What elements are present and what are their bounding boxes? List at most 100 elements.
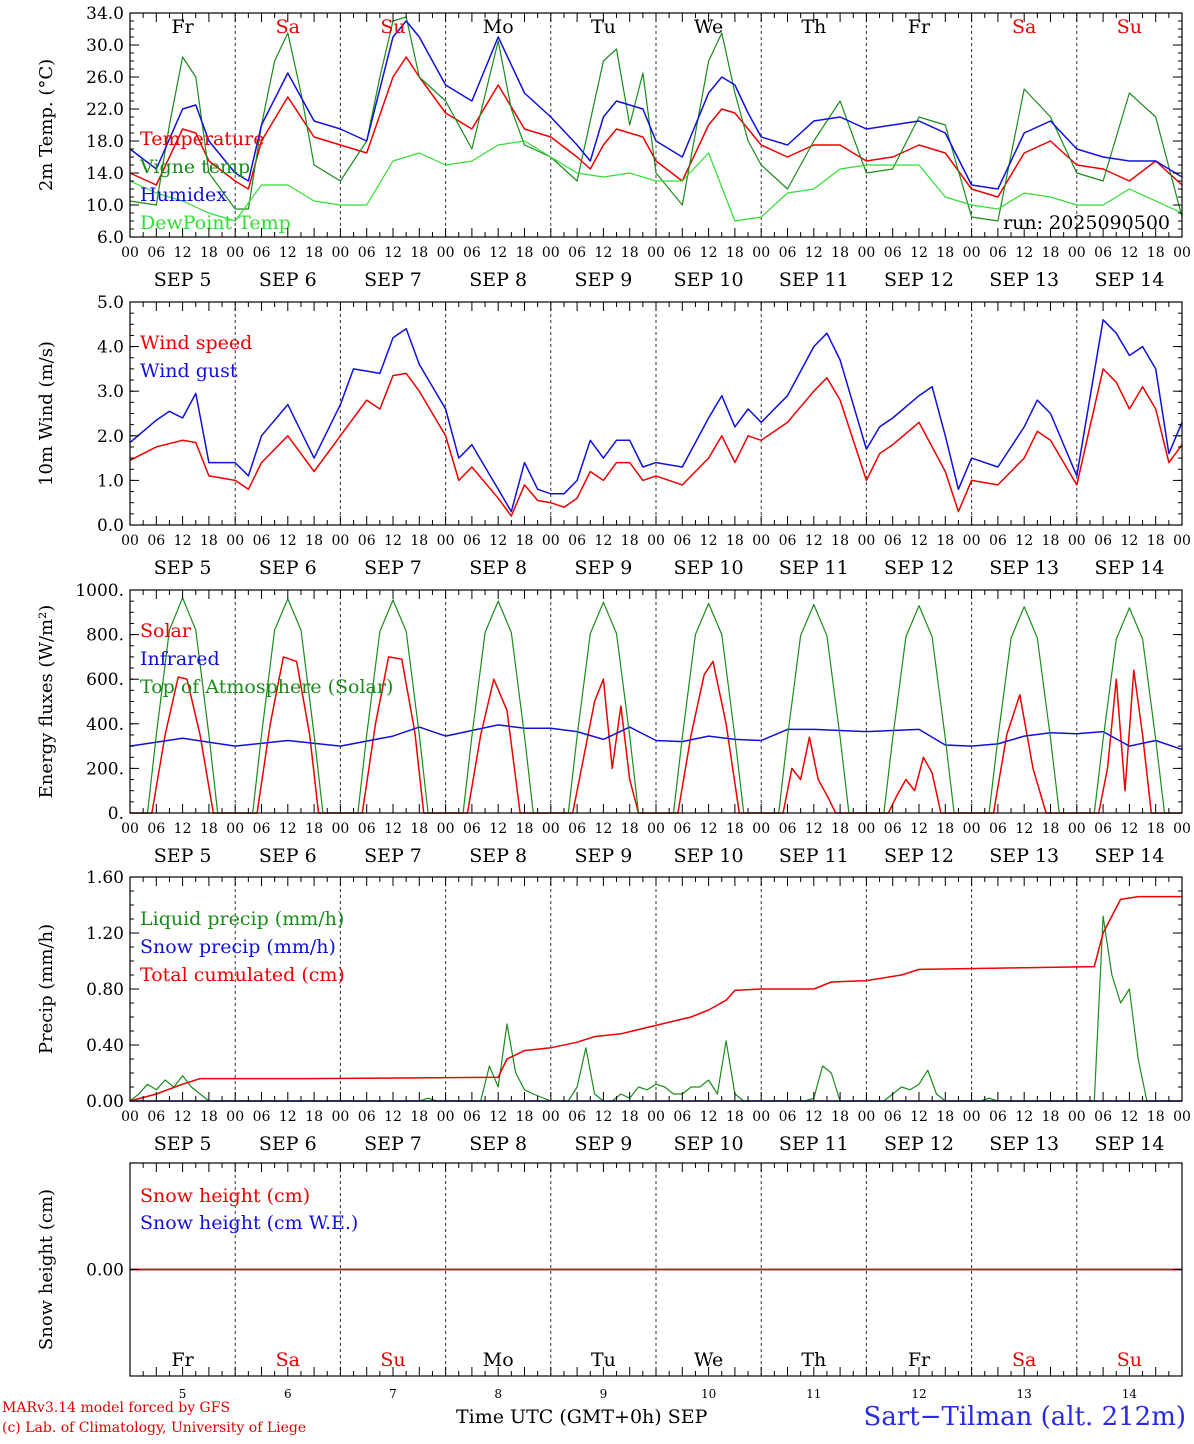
hour-tick-label: 00	[647, 533, 665, 549]
hour-tick-label: 06	[884, 821, 902, 837]
hour-tick-label: 00	[121, 245, 139, 261]
date-label: SEP 5	[154, 557, 212, 579]
hour-tick-label: 12	[174, 533, 192, 549]
date-label: SEP 14	[1094, 269, 1164, 291]
day-name: Th	[801, 16, 826, 38]
hour-tick-label: 00	[121, 533, 139, 549]
hour-tick-label: 18	[200, 533, 218, 549]
y-tick-label: 0.80	[86, 980, 124, 1000]
date-label: SEP 13	[989, 1133, 1059, 1155]
hour-tick-label: 06	[253, 1109, 271, 1125]
hour-tick-label: 12	[1015, 1109, 1033, 1125]
day-name: Tu	[591, 1349, 616, 1371]
date-label: SEP 9	[574, 269, 632, 291]
hour-tick-label: 18	[305, 821, 323, 837]
hour-tick-label: 00	[752, 821, 770, 837]
hour-tick-label: 06	[463, 821, 481, 837]
y-tick-label: 0.00	[86, 1261, 124, 1281]
series-line-2	[129, 16, 1183, 222]
hour-tick-label: 06	[358, 533, 376, 549]
y-tick-label: 4.0	[97, 338, 124, 358]
hour-tick-label: 00	[1068, 533, 1086, 549]
hour-tick-label: 00	[752, 1109, 770, 1125]
date-label: SEP 8	[469, 269, 527, 291]
y-tick-label: 6.0	[97, 228, 124, 248]
day-name: Sa	[1012, 1349, 1036, 1371]
series-line-4	[129, 140, 1183, 222]
legend-entry: Liquid precip (mm/h)	[140, 908, 344, 930]
hour-tick-label: 18	[621, 245, 639, 261]
hour-tick-label: 12	[594, 821, 612, 837]
hour-tick-label: 18	[936, 245, 954, 261]
hour-tick-label: 06	[884, 1109, 902, 1125]
date-label: SEP 12	[884, 557, 954, 579]
legend-entry: DewPoint Temp	[140, 212, 291, 234]
hour-tick-label: 12	[1120, 245, 1138, 261]
date-label: SEP 10	[674, 845, 744, 867]
hour-tick-label: 12	[700, 245, 718, 261]
hour-tick-label: 12	[805, 1109, 823, 1125]
hour-tick-label: 00	[226, 245, 244, 261]
run-label: run: 2025090500	[1003, 212, 1170, 234]
hour-tick-label: 18	[410, 821, 428, 837]
day-name: Fr	[908, 1349, 931, 1371]
hour-tick-label: 06	[358, 821, 376, 837]
panel-5: Snow height (cm) Snow height (cm W.E.) 0.0…	[36, 1162, 1183, 1401]
y-axis-label: Snow height (cm)	[36, 1189, 57, 1350]
hour-tick-label: 18	[936, 821, 954, 837]
hour-tick-label: 12	[700, 533, 718, 549]
y-axis-label: 2m Temp. (°C)	[36, 59, 57, 191]
lab-credit: (c) Lab. of Climatology, University of L…	[2, 1420, 307, 1436]
y-tick-label: 2.0	[97, 427, 124, 447]
date-label: SEP 7	[364, 557, 422, 579]
hour-tick-label: 18	[831, 533, 849, 549]
hour-tick-label: 06	[1094, 1109, 1112, 1125]
hour-tick-label: 12	[805, 245, 823, 261]
panel-2: Wind speed Wind gust 0.0 1.0 2.0 3.0 4.0 5.0 10m…	[36, 293, 1191, 579]
day-name: Su	[380, 16, 405, 38]
hour-tick-label: 12	[910, 1109, 928, 1125]
hour-tick-label: 06	[673, 1109, 691, 1125]
hour-tick-label: 06	[253, 533, 271, 549]
hour-tick-label: 06	[673, 533, 691, 549]
hour-tick-label: 12	[279, 821, 297, 837]
hour-tick-label: 12	[910, 821, 928, 837]
y-tick-label: 600.	[86, 670, 124, 690]
hour-tick-label: 12	[279, 533, 297, 549]
hour-tick-label: 00	[542, 821, 560, 837]
hour-tick-label: 18	[516, 245, 534, 261]
y-tick-label: 34.0	[86, 4, 124, 24]
y-tick-label: 800.	[86, 626, 124, 646]
date-label: SEP 8	[469, 845, 527, 867]
date-label: SEP 10	[674, 1133, 744, 1155]
day-name: Su	[1117, 16, 1142, 38]
hour-tick-label: 18	[1147, 1109, 1165, 1125]
date-label: SEP 8	[469, 557, 527, 579]
hour-tick-label: 00	[437, 1109, 455, 1125]
hour-tick-label: 18	[1042, 533, 1060, 549]
y-tick-label: 22.0	[86, 100, 124, 120]
y-axis-label: Precip (mm/h)	[36, 924, 57, 1054]
day-name: Fr	[908, 16, 931, 38]
hour-tick-label: 00	[226, 533, 244, 549]
date-label: SEP 10	[674, 557, 744, 579]
day-number: 8	[494, 1387, 502, 1401]
day-name: Sa	[1012, 16, 1036, 38]
plot-frame	[129, 12, 1183, 238]
hour-tick-label: 06	[779, 533, 797, 549]
hour-tick-label: 00	[1173, 245, 1191, 261]
hour-tick-label: 12	[489, 821, 507, 837]
legend-entry: Wind speed	[140, 332, 252, 354]
day-name: Su	[380, 1349, 405, 1371]
hour-tick-label: 18	[831, 245, 849, 261]
hour-tick-label: 00	[331, 533, 349, 549]
hour-tick-label: 00	[1173, 1109, 1191, 1125]
hour-tick-label: 06	[568, 245, 586, 261]
panel-4: Liquid precip (mm/h) Snow precip (mm/h) To…	[36, 868, 1191, 1155]
legend-entry: Vigne temp	[139, 156, 250, 178]
y-tick-label: 1.20	[86, 924, 124, 944]
hour-tick-label: 00	[331, 245, 349, 261]
date-label: SEP 6	[259, 1133, 317, 1155]
day-name: Su	[1117, 1349, 1142, 1371]
y-tick-label: 30.0	[86, 36, 124, 56]
